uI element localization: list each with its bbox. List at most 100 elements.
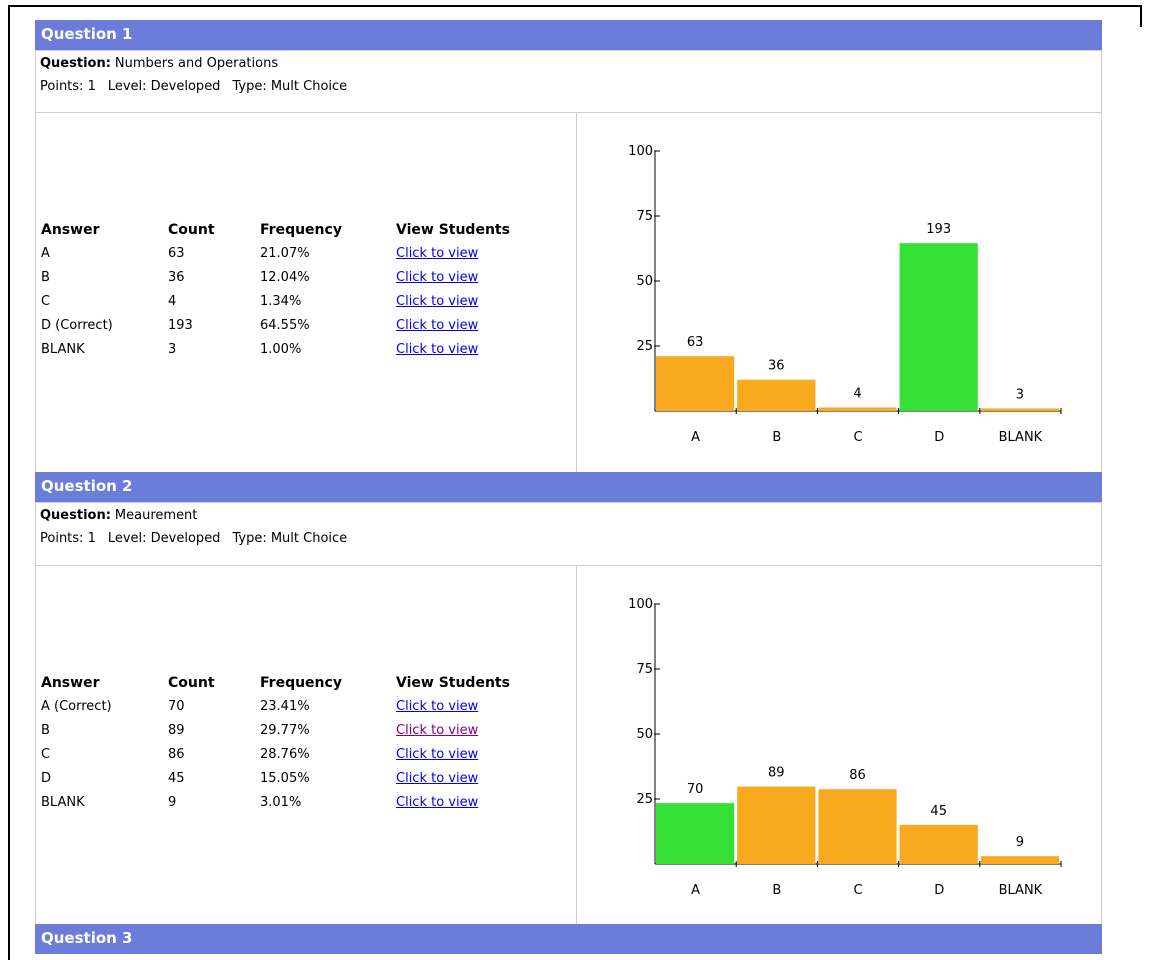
bar-label: 3 — [1016, 387, 1024, 402]
bar — [656, 803, 735, 864]
column-header: Frequency — [260, 675, 342, 691]
meta-line: Points: 1 Level: Developed Type: Mult Choi… — [40, 531, 347, 546]
table-cell-text: 15.05% — [260, 771, 310, 786]
bar — [980, 408, 1059, 411]
table-cell-text: C — [41, 747, 51, 762]
bar-label: 45 — [930, 804, 947, 819]
y-tick-label: 50 — [636, 727, 653, 742]
y-tick-label: 100 — [628, 144, 653, 159]
y-tick-label: 75 — [636, 662, 653, 677]
table-cell-text: 9 — [168, 795, 177, 810]
chart: 25 50 75 100 63 A 36 B 4 C 193 D 3 BLANK — [628, 144, 1062, 445]
question-label: Question: — [40, 56, 111, 71]
bar — [980, 856, 1059, 864]
x-tick-label: B — [772, 430, 781, 445]
bar-label: 86 — [849, 768, 866, 783]
x-tick-label: A — [691, 883, 700, 898]
table-cell-text: 4 — [168, 294, 177, 309]
chart: 25 50 75 100 70 A 89 B 86 C 45 D 9 BLANK — [628, 597, 1062, 898]
table-cell-text: BLANK — [41, 795, 85, 810]
question-text: Numbers and Operations — [114, 56, 279, 71]
table-cell-text: B — [41, 723, 50, 738]
x-tick-label: D — [934, 430, 944, 445]
bar-label: 63 — [687, 335, 704, 350]
x-tick-label: BLANK — [999, 883, 1043, 898]
question-header: Question 1 — [35, 20, 1102, 50]
column-header: Count — [168, 675, 215, 691]
bar — [737, 379, 816, 411]
x-tick-label: BLANK — [999, 430, 1043, 445]
x-tick-label: A — [691, 430, 700, 445]
table-cell-text: 70 — [168, 699, 185, 714]
column-header: Frequency — [260, 222, 342, 238]
level: Level: Developed — [107, 79, 221, 94]
table-cell-text: 64.55% — [260, 318, 310, 333]
bar — [737, 786, 816, 864]
table-cell-text: 3.01% — [260, 795, 302, 810]
bar — [818, 789, 897, 864]
question-label: Question: — [40, 508, 111, 523]
table-cell-text: 89 — [168, 723, 185, 738]
view-link[interactable]: Click to view — [396, 342, 479, 357]
view-link[interactable]: Click to view — [396, 270, 479, 285]
y-tick-label: 50 — [636, 274, 653, 289]
points: Points: 1 — [40, 79, 96, 94]
table-cell-text: D — [41, 771, 52, 786]
frame-right — [1140, 5, 1142, 27]
table-cell — [35, 112, 577, 473]
table-cell-text: 3 — [168, 342, 177, 357]
column-header: View Students — [396, 222, 510, 238]
table-cell — [35, 565, 577, 925]
table-cell-text: A (Correct) — [41, 699, 112, 714]
table-cell-text: 1.00% — [260, 342, 302, 357]
frame-top — [8, 5, 1142, 7]
y-tick-label: 25 — [636, 792, 653, 807]
y-tick-label: 25 — [636, 339, 653, 354]
table-cell-text: 23.41% — [260, 699, 310, 714]
view-link[interactable]: Click to view — [396, 699, 479, 714]
x-tick-label: C — [853, 430, 862, 445]
bar — [899, 243, 978, 411]
bar-label: 36 — [768, 359, 785, 374]
table-cell-text: D (Correct) — [41, 318, 113, 333]
bar-label: 70 — [687, 782, 704, 797]
question-header: Question 3 — [35, 924, 1102, 954]
column-header: View Students — [396, 675, 510, 691]
bar-label: 193 — [926, 222, 951, 237]
question-line: Question: Meaurement — [40, 508, 197, 523]
points: Points: 1 — [40, 531, 96, 546]
table-cell-text: 86 — [168, 747, 185, 762]
y-tick-label: 100 — [628, 597, 653, 612]
x-tick-label: B — [772, 883, 781, 898]
table-cell-text: 36 — [168, 270, 185, 285]
view-link[interactable]: Click to view — [396, 723, 479, 738]
x-tick-label: D — [934, 883, 944, 898]
view-link[interactable]: Click to view — [396, 771, 479, 786]
question-header: Question 2 — [35, 472, 1102, 502]
view-link[interactable]: Click to view — [396, 294, 479, 309]
table-cell-text: 12.04% — [260, 270, 310, 285]
view-link[interactable]: Click to view — [396, 795, 479, 810]
view-link[interactable]: Click to view — [396, 246, 479, 261]
bar-label: 9 — [1016, 835, 1024, 850]
bar-label: 89 — [768, 766, 785, 781]
table-cell-text: 45 — [168, 771, 185, 786]
meta-line: Points: 1 Level: Developed Type: Mult Choi… — [40, 79, 347, 94]
table-cell-text: BLANK — [41, 342, 85, 357]
column-header: Answer — [41, 222, 100, 238]
question-line: Question: Numbers and Operations — [40, 56, 278, 71]
column-header: Answer — [41, 675, 100, 691]
view-link[interactable]: Click to view — [396, 747, 479, 762]
view-link[interactable]: Click to view — [396, 318, 479, 333]
table-cell-text: 28.76% — [260, 747, 310, 762]
table-cell-text: 1.34% — [260, 294, 302, 309]
table-cell-text: 193 — [168, 318, 193, 333]
table-cell-text: B — [41, 270, 50, 285]
table-cell-text: C — [41, 294, 51, 309]
bar — [656, 356, 735, 411]
question-text: Meaurement — [114, 508, 198, 523]
type: Type: Mult Choice — [232, 79, 348, 94]
x-tick-label: C — [853, 883, 862, 898]
bar — [899, 824, 978, 864]
